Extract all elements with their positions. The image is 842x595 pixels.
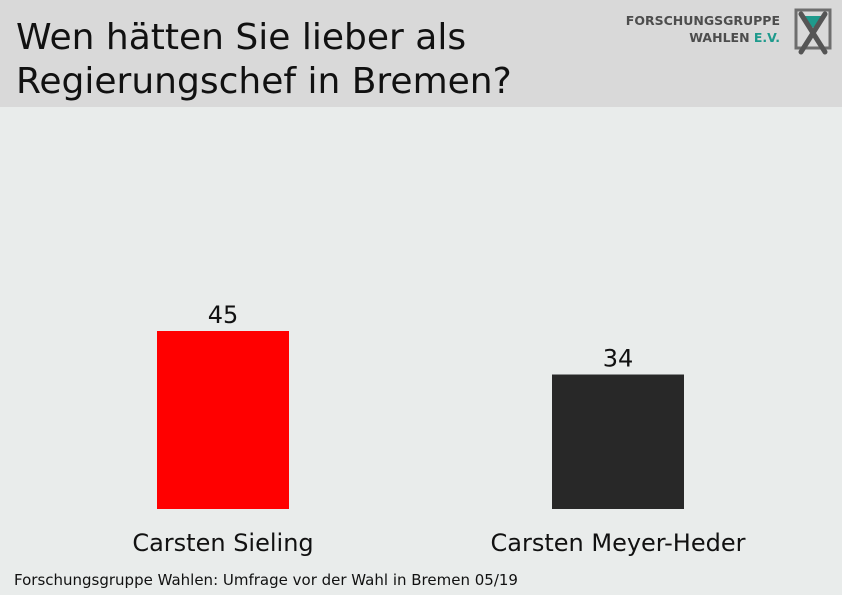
header-band: Wen hätten Sie lieber als Regierungschef…	[0, 0, 842, 107]
logo-text-ev: E.V.	[753, 30, 780, 45]
logo-text-wahlen: WAHLEN	[689, 30, 750, 45]
category-label-2: Carsten Meyer-Heder	[491, 529, 746, 557]
chart-title-line-1: Wen hätten Sie lieber als	[16, 17, 467, 58]
chart-title: Wen hätten Sie lieber als Regierungschef…	[16, 16, 616, 104]
data-label-2: 34	[603, 345, 634, 373]
source-note: Forschungsgruppe Wahlen: Umfrage vor der…	[14, 571, 518, 589]
logo-text-line-1: FORSCHUNGSGRUPPE	[625, 13, 780, 28]
ballot-cross-icon	[794, 8, 832, 55]
logo-text: FORSCHUNGSGRUPPE WAHLEN E.V.	[626, 12, 780, 46]
chart-title-line-2: Regierungschef in Bremen?	[16, 61, 512, 102]
bar-chart: 45 Carsten Sieling 34 Carsten Meyer-Heder	[132, 301, 746, 557]
logo-text-line-2: WAHLEN E.V.	[626, 29, 780, 46]
data-label-1: 45	[208, 301, 239, 329]
category-label-1: Carsten Sieling	[132, 529, 313, 557]
bar-1	[157, 331, 289, 509]
bar-2	[552, 374, 684, 509]
